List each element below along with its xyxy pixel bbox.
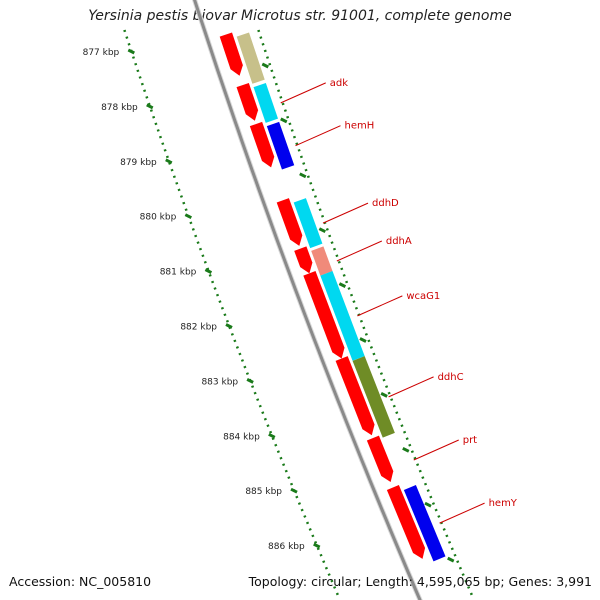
- leader-hemH: [295, 125, 341, 147]
- cog-band-ddhA: [311, 246, 333, 276]
- kbp-tick: [225, 323, 233, 329]
- cog-band-ddhC: [352, 356, 395, 438]
- outer-kbp-tick: [318, 227, 326, 234]
- cog-band-hemH: [266, 121, 295, 170]
- gene-label-hemY: hemY: [489, 498, 518, 509]
- outer-kbp-tick: [280, 117, 288, 124]
- outer-tick-ring: [257, 29, 475, 599]
- kbp-label: 883 kbp: [201, 377, 238, 387]
- kbp-tick: [184, 213, 192, 220]
- kbp-tick: [246, 378, 254, 384]
- kbp-label: 884 kbp: [223, 432, 260, 442]
- cds-arrow-hemY: [386, 484, 426, 559]
- kbp-label: 877 kbp: [83, 48, 120, 58]
- tick-layer: 877 kbp 878 kbp 879 kbp 880 kbp 881 kbp 882 k…: [83, 29, 475, 599]
- kbp-tick: [268, 432, 276, 439]
- outer-kbp-tick: [424, 501, 432, 508]
- gene-label-hemH: hemH: [345, 121, 375, 132]
- leader-ddhD: [322, 202, 369, 224]
- outer-kbp-tick: [447, 556, 455, 563]
- cds-arrow-ddhA: [294, 246, 313, 274]
- cog-band-wcaG1: [320, 271, 365, 361]
- backbone-line: [193, 0, 422, 600]
- cds-arrow-hemH: [249, 121, 275, 168]
- backbone-shadow: [191, 0, 423, 600]
- map-title: Yersinia pestis biovar Microtus str. 910…: [88, 8, 512, 24]
- outer-kbp-tick: [299, 172, 307, 179]
- cds-arrow-ddhC: [335, 356, 375, 436]
- topology-summary: Topology: circular; Length: 4,595,065 bp…: [248, 574, 592, 589]
- kbp-tick: [165, 158, 173, 165]
- cds-arrow-partial: [219, 32, 243, 76]
- feature-layer: [219, 32, 446, 562]
- cog-band-partial: [236, 32, 265, 84]
- cog-band-hemY: [403, 484, 446, 562]
- gene-label-ddhD: ddhD: [372, 198, 399, 209]
- leader-adk: [280, 82, 326, 104]
- kbp-label: 886 kbp: [268, 542, 305, 552]
- gene-label-ddhC: ddhC: [438, 372, 464, 383]
- cds-arrow-ddhD: [276, 198, 303, 246]
- outer-kbp-tick: [380, 392, 388, 398]
- outer-kbp-tick: [402, 446, 410, 453]
- cds-arrow-adk: [236, 82, 259, 121]
- kbp-label: 879 kbp: [120, 158, 157, 168]
- kbp-label: 878 kbp: [101, 103, 138, 113]
- outer-kbp-tick: [261, 62, 269, 69]
- kbp-label: 885 kbp: [245, 487, 282, 497]
- leader-wcaG1: [357, 295, 403, 317]
- gene-label-adk: adk: [330, 78, 348, 89]
- kbp-label: 881 kbp: [160, 268, 197, 278]
- kbp-tick: [146, 103, 154, 110]
- gene-label-ddhA: ddhA: [386, 236, 412, 247]
- accession-text: Accession: NC_005810: [9, 574, 152, 589]
- kbp-label: 882 kbp: [180, 323, 217, 333]
- leader-ddhA: [336, 240, 383, 262]
- outer-kbp-tick: [359, 337, 367, 343]
- gene-label-prt: prt: [463, 435, 477, 446]
- cds-arrow-prt: [366, 435, 394, 482]
- kbp-tick: [290, 487, 298, 494]
- kbp-label: 880 kbp: [140, 213, 177, 223]
- leader-ddhC: [388, 376, 434, 398]
- gene-label-wcaG1: wcaG1: [406, 291, 440, 302]
- outer-kbp-tick: [338, 282, 347, 288]
- inner-tick-ring: [123, 29, 341, 599]
- cog-band-ddhD: [293, 198, 323, 249]
- leader-prt: [413, 439, 459, 461]
- backbone-layer: [191, 0, 423, 600]
- kbp-tick: [127, 48, 135, 55]
- cds-arrow-wcaG1: [303, 271, 345, 359]
- label-layer: adk hemH ddhD ddhA wcaG1 ddhC prt hemY: [280, 78, 518, 524]
- kbp-tick: [313, 542, 321, 549]
- cog-band-adk: [253, 82, 279, 123]
- leader-hemY: [439, 502, 485, 524]
- kbp-tick: [204, 268, 213, 274]
